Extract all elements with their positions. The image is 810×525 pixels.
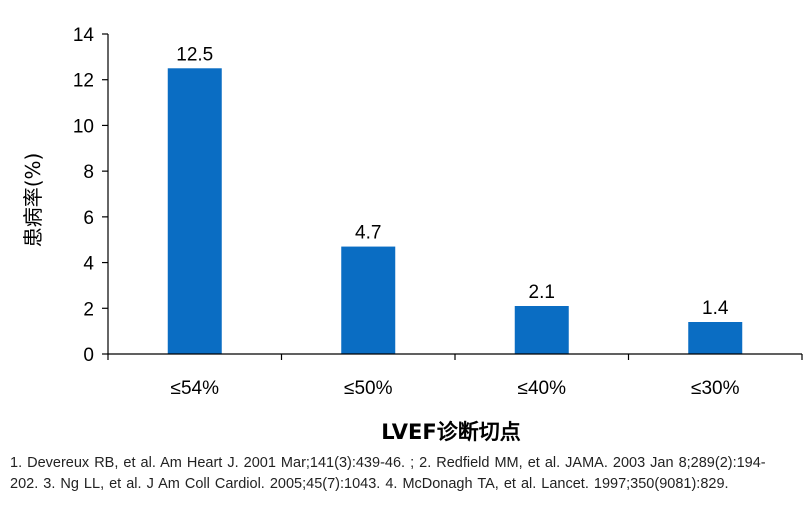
x-axis-title: LVEF诊断切点	[381, 420, 520, 444]
bar	[688, 322, 743, 354]
references: 1. Devereux RB, et al. Am Heart J. 2001 …	[10, 455, 766, 492]
bar	[167, 68, 222, 355]
bar-value-label: 1.4	[702, 298, 729, 319]
data-labels: 12.5 4.7 2.1 1.4	[176, 44, 729, 319]
y-tick-label: 4	[83, 254, 94, 275]
y-tick-label: 6	[83, 208, 94, 229]
y-tick-label: 12	[73, 71, 94, 92]
y-tick-label: 8	[83, 162, 94, 183]
x-axis-ticks: ≤54% ≤50% ≤40% ≤30%	[107, 354, 803, 399]
y-tick-label: 10	[73, 116, 94, 137]
x-category-label: ≤50%	[344, 378, 393, 399]
bar-value-label: 4.7	[355, 223, 381, 244]
bar-chart: 0 2 4 6 8 10 12 14 12.5 4.7 2.1 1.4 ≤54% ≤50% ≤40% ≤3…	[21, 25, 803, 444]
bar-value-label: 12.5	[176, 44, 213, 65]
y-axis-ticks: 0 2 4 6 8 10 12 14	[73, 25, 108, 366]
y-tick-label: 14	[73, 25, 95, 46]
bar	[514, 306, 569, 354]
x-category-label: ≤30%	[691, 378, 740, 399]
bar	[341, 246, 396, 354]
x-category-label: ≤54%	[171, 378, 220, 399]
y-tick-label: 0	[83, 345, 94, 366]
y-tick-label: 2	[83, 299, 94, 320]
bar-value-label: 2.1	[529, 282, 555, 303]
bars	[167, 68, 743, 355]
y-axis-title: 患病率(%)	[21, 153, 45, 248]
x-category-label: ≤40%	[518, 378, 567, 399]
